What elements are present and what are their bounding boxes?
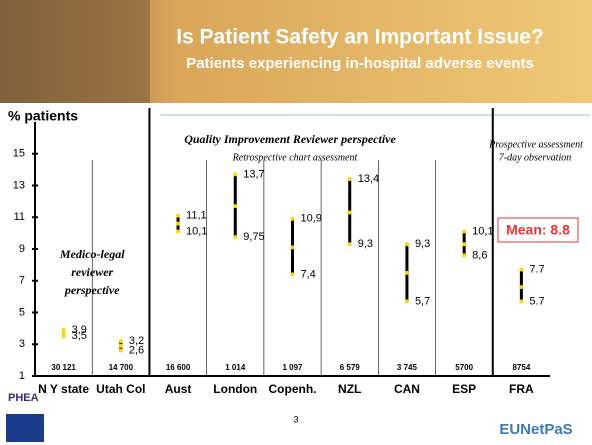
x-tick-label: Aust <box>165 382 192 396</box>
sample-size: 1 097 <box>282 363 303 372</box>
value-label: 13,7 <box>243 168 264 180</box>
mid-dot <box>519 285 523 289</box>
x-tick-label: Copenh. <box>269 382 317 396</box>
mid-dot <box>462 242 466 246</box>
end-dot <box>462 230 466 234</box>
annotation: 7-day observation <box>499 152 572 163</box>
end-dot <box>405 242 409 246</box>
mid-dot <box>405 271 409 275</box>
sample-size: 5700 <box>455 363 473 372</box>
end-dot <box>176 214 180 218</box>
sample-size: 30 121 <box>51 363 76 372</box>
y-tick-label: 11 <box>14 211 25 223</box>
value-label: 9,3 <box>358 238 373 250</box>
value-label: 3,5 <box>72 330 87 342</box>
mid-dot <box>119 344 123 348</box>
y-label: % patients <box>8 108 78 124</box>
end-dot <box>291 217 295 221</box>
x-tick-label: FRA <box>509 382 534 396</box>
end-dot <box>233 235 237 239</box>
end-dot <box>519 299 523 303</box>
x-tick-label: London <box>213 382 257 396</box>
value-label: 7.7 <box>529 264 544 276</box>
sample-size: 6 579 <box>340 363 361 372</box>
value-label: 7,4 <box>301 268 316 280</box>
annotation: Prospective assessment <box>488 139 583 150</box>
eu-flag <box>6 414 44 442</box>
mid-dot <box>348 210 352 214</box>
x-tick-label: Utah Col <box>96 382 145 396</box>
value-label: 9,75 <box>243 231 264 243</box>
end-dot <box>519 268 523 272</box>
value-label: 10,9 <box>301 213 322 225</box>
value-label: 8,6 <box>472 249 487 261</box>
end-dot <box>119 349 123 353</box>
subtitle: Patients experiencing in-hospital advers… <box>186 55 534 72</box>
value-label: 13,4 <box>358 173 379 185</box>
x-tick-label: CAN <box>394 382 420 396</box>
value-label: 10,1 <box>186 225 207 237</box>
y-tick-label: 5 <box>19 306 25 318</box>
logo: EUNetPaS <box>499 421 572 438</box>
y-tick-label: 15 <box>13 148 25 160</box>
logo: PHEA <box>8 392 39 404</box>
y-tick-label: 3 <box>19 338 25 350</box>
sample-size: 14 700 <box>109 363 134 372</box>
annotation: Quality Improvement Reviewer perspective <box>184 132 396 146</box>
title: Is Patient Safety an Important Issue? <box>176 26 544 49</box>
mid-dot <box>62 331 66 335</box>
value-label: 9,3 <box>415 238 430 250</box>
value-label: 11,1 <box>186 210 207 222</box>
end-dot <box>348 242 352 246</box>
value-label: 5,7 <box>415 295 430 307</box>
end-dot <box>176 230 180 234</box>
sample-size: 1 014 <box>225 363 246 372</box>
sample-size: 8754 <box>512 363 530 372</box>
end-dot <box>462 253 466 257</box>
end-dot <box>233 172 237 176</box>
x-tick-label: ESP <box>452 382 476 396</box>
x-tick-label: NZL <box>338 382 361 396</box>
end-dot <box>405 299 409 303</box>
value-label: 2,6 <box>129 345 144 357</box>
annotation: Mean: 8.8 <box>506 222 570 238</box>
mid-dot <box>176 222 180 226</box>
sample-size: 3 745 <box>397 363 418 372</box>
value-label: 5.7 <box>529 295 544 307</box>
value-label: 10,1 <box>472 225 493 237</box>
photo <box>0 0 150 103</box>
end-dot <box>119 339 123 343</box>
sample-size: 16 600 <box>166 363 191 372</box>
annotation: Retrospective chart assessment <box>232 152 358 163</box>
mid-dot <box>291 245 295 249</box>
y-tick-label: 13 <box>13 179 25 191</box>
y-tick-label: 9 <box>19 243 25 255</box>
y-tick-label: 1 <box>19 370 25 382</box>
mid-dot <box>233 204 237 208</box>
slide: Is Patient Safety an Important Issue? Pa… <box>0 0 592 445</box>
end-dot <box>348 177 352 181</box>
end-dot <box>291 272 295 276</box>
y-tick-label: 7 <box>19 275 25 287</box>
page-number: 3 <box>293 414 298 424</box>
x-tick-label: N Y state <box>38 382 89 396</box>
